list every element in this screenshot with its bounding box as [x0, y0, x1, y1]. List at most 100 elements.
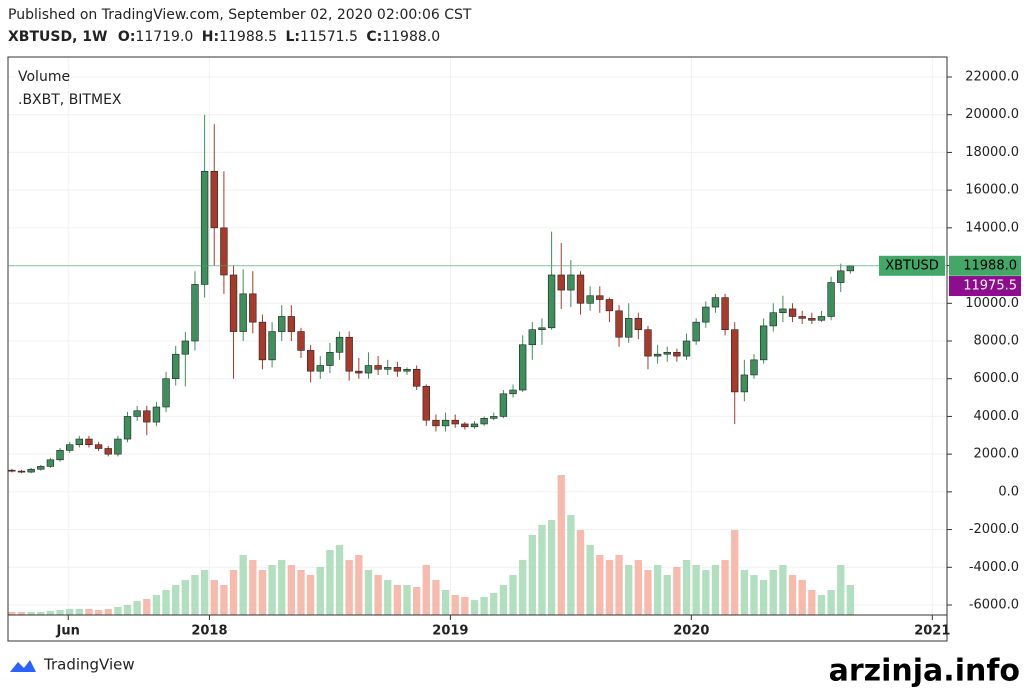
candle-body: [66, 444, 74, 451]
candle-body: [634, 318, 643, 330]
published-line: Published on TradingView.com, September …: [8, 7, 472, 23]
volume-bar: [798, 580, 806, 615]
c-value: 11988.0: [382, 29, 440, 45]
y-tick-label: -4000.0: [969, 560, 1019, 575]
candle-body: [123, 416, 132, 440]
volume-bar: [335, 545, 344, 615]
candle-body: [133, 410, 141, 417]
candle-body: [663, 352, 671, 355]
volume-bar: [817, 595, 826, 615]
source: .BXBT, BITMEX: [18, 92, 122, 108]
c-key: C:: [366, 29, 382, 45]
volume-bar: [85, 609, 93, 615]
candle-body: [509, 389, 517, 395]
volume-bar: [653, 565, 662, 615]
volume-bar: [278, 560, 286, 615]
candle-body: [85, 438, 93, 446]
x-tick-label: Jun: [56, 624, 80, 639]
x-tick-label: 2018: [191, 624, 227, 639]
volume-bar: [827, 590, 835, 615]
volume-bar: [56, 610, 64, 615]
candle-body: [403, 368, 411, 372]
l-value: 11571.5: [300, 29, 358, 45]
candle-body: [837, 270, 845, 283]
candle-body: [384, 367, 392, 370]
candle-body: [114, 438, 122, 455]
candle-body: [596, 295, 604, 300]
candle-body: [152, 406, 161, 423]
x-tick-label: 2019: [432, 624, 468, 639]
candle-body: [210, 170, 218, 229]
last-price-label: 11988.0: [963, 258, 1017, 273]
candle-body: [547, 274, 556, 329]
o-value: 11719.0: [135, 29, 193, 45]
candle-body: [287, 316, 296, 332]
last-price-name: XBTUSD: [885, 258, 939, 273]
candle-body: [557, 274, 565, 291]
candle-body: [721, 297, 729, 330]
volume-bar: [374, 575, 382, 615]
volume-bar: [596, 555, 604, 615]
last-price-tag: [949, 255, 1021, 276]
volume-bar: [509, 575, 517, 615]
volume-bar: [634, 560, 642, 615]
volume-bar: [17, 612, 26, 615]
candle-body: [615, 310, 623, 338]
volume-bar: [682, 560, 691, 615]
candle-body: [461, 423, 469, 428]
volume-bar: [528, 535, 536, 615]
volume-bar: [133, 601, 141, 615]
y-tick-label: 6000.0: [974, 371, 1020, 386]
volume-bar: [37, 612, 45, 615]
candle-body: [731, 329, 739, 393]
candle-body: [412, 368, 421, 387]
volume-bar: [123, 605, 132, 615]
candle-body: [605, 299, 614, 312]
plot-area: [8, 57, 947, 615]
volume-bar: [94, 610, 103, 615]
candle-body: [27, 468, 35, 473]
volume-bar: [605, 560, 614, 615]
volume-bar: [740, 570, 749, 615]
ohlc-legend: XBTUSD, 1W O:11719.0 H:11988.5 L:11571.5…: [8, 29, 440, 45]
volume-bar: [490, 593, 498, 615]
frame: [7, 56, 948, 642]
candle-body: [576, 274, 585, 304]
volume-bar: [191, 575, 199, 615]
candle-body: [567, 274, 575, 291]
candle-body: [374, 365, 382, 370]
volume-bar: [586, 545, 594, 615]
volume-bar: [114, 607, 122, 615]
volume-bar: [519, 560, 527, 615]
volume-bar: [422, 565, 430, 615]
volume-bar: [326, 550, 334, 615]
y-tick-label: 8000.0: [974, 333, 1020, 348]
volume-bar: [46, 611, 55, 615]
volume-bar: [297, 570, 305, 615]
volume-bar: [702, 570, 710, 615]
candle-body: [316, 365, 324, 372]
candle-body: [345, 336, 353, 372]
candle-body: [258, 321, 267, 361]
volume-bar: [759, 580, 768, 615]
candle-body: [94, 444, 103, 449]
candle-body: [393, 367, 402, 372]
candle-body: [172, 353, 180, 380]
volume-bar: [287, 565, 296, 615]
candle-body: [653, 353, 662, 357]
volume-bar: [576, 530, 585, 615]
candle-body: [75, 438, 83, 446]
tradingview-logo: TradingView: [10, 656, 135, 674]
volume-bar: [181, 580, 190, 615]
volume-bar: [711, 565, 720, 615]
candle-body: [490, 416, 498, 419]
candle-body: [692, 321, 700, 342]
candle-body: [519, 344, 527, 391]
volume-bar: [779, 565, 787, 615]
candle-body: [191, 284, 199, 342]
volume-bar: [470, 600, 479, 615]
candle-body: [297, 331, 305, 351]
candle-body: [625, 318, 633, 338]
volume-bar: [731, 530, 739, 615]
volume-bar: [721, 560, 729, 615]
